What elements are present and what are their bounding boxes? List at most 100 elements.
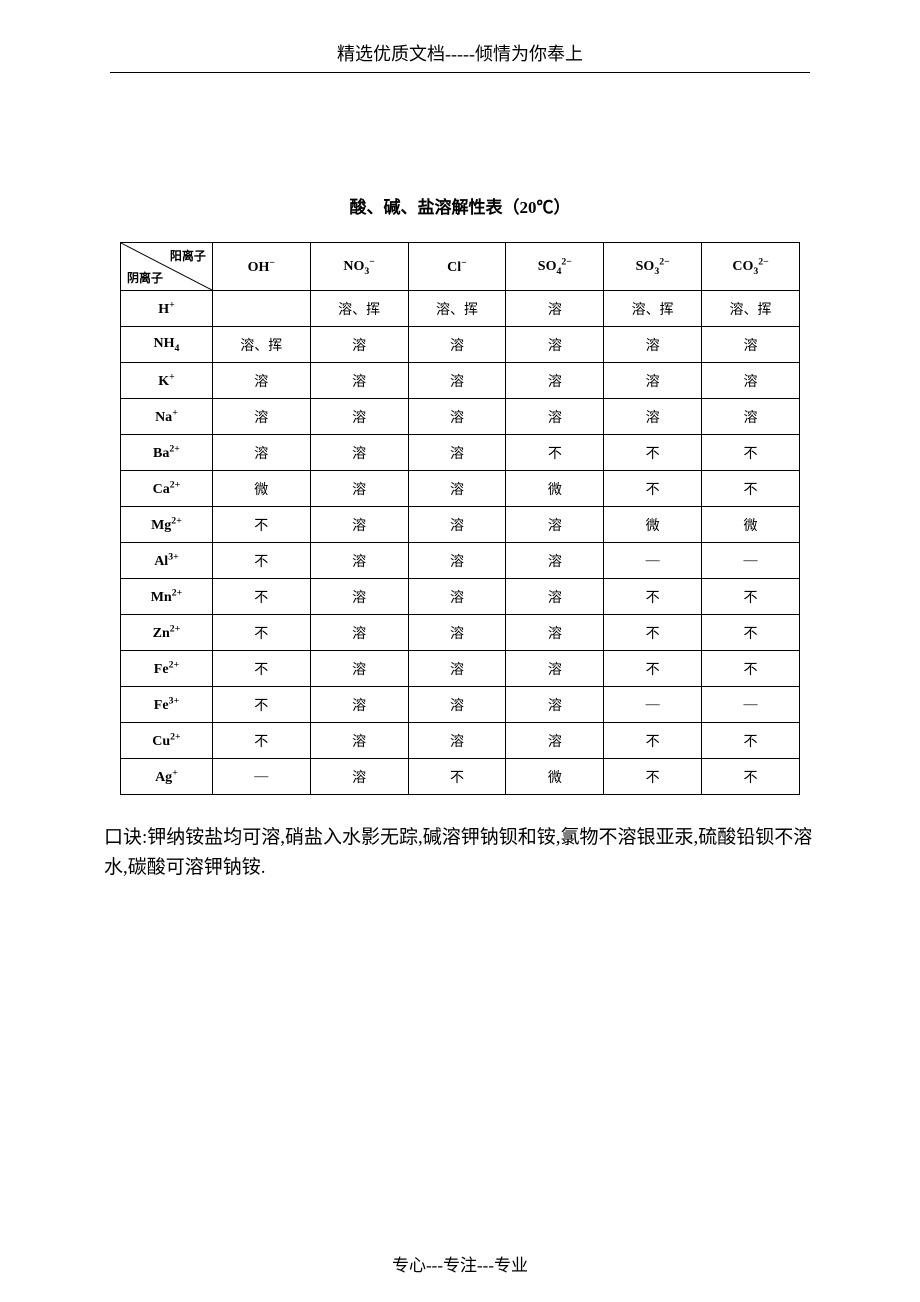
solubility-cell: 不 (408, 759, 506, 795)
solubility-cell: 不 (702, 579, 800, 615)
solubility-cell: 溶 (310, 579, 408, 615)
cation-formula: Ag+ (155, 770, 178, 785)
column-header: SO32− (604, 243, 702, 291)
solubility-cell: 溶 (506, 327, 604, 363)
row-header: Cu2+ (121, 723, 213, 759)
solubility-cell: 不 (702, 435, 800, 471)
table-row: Al3+不溶溶溶—— (121, 543, 800, 579)
solubility-cell: 溶 (408, 543, 506, 579)
solubility-cell: 溶 (310, 507, 408, 543)
header-row: 阳离子 阴离子 OH−NO3−Cl−SO42−SO32−CO32− (121, 243, 800, 291)
solubility-cell: 溶 (408, 507, 506, 543)
solubility-cell: 溶 (310, 651, 408, 687)
corner-bottom-label: 阴离子 (127, 269, 163, 286)
table-row: Mn2+不溶溶溶不不 (121, 579, 800, 615)
cation-formula: H+ (158, 302, 174, 317)
cation-formula: Fe3+ (154, 698, 179, 713)
solubility-cell: 不 (604, 579, 702, 615)
solubility-cell: — (604, 543, 702, 579)
cation-formula: Mg2+ (151, 518, 182, 533)
row-header: Mn2+ (121, 579, 213, 615)
solubility-cell: 不 (604, 759, 702, 795)
cation-formula: Mn2+ (151, 590, 182, 605)
solubility-cell: 溶 (408, 363, 506, 399)
solubility-cell: 溶 (506, 507, 604, 543)
document-header: 精选优质文档-----倾情为你奉上 (110, 40, 810, 73)
solubility-cell: 微 (506, 759, 604, 795)
table-row: Ba2+溶溶溶不不不 (121, 435, 800, 471)
solubility-cell: 溶 (212, 363, 310, 399)
table-head: 阳离子 阴离子 OH−NO3−Cl−SO42−SO32−CO32− (121, 243, 800, 291)
cation-formula: Na+ (155, 410, 178, 425)
column-header: Cl− (408, 243, 506, 291)
solubility-cell: 不 (604, 615, 702, 651)
row-header: Ca2+ (121, 471, 213, 507)
solubility-cell: 溶 (408, 579, 506, 615)
solubility-cell: 溶 (702, 399, 800, 435)
cation-formula: Zn2+ (153, 626, 181, 641)
mnemonic-text: 口诀:钾纳铵盐均可溶,硝盐入水影无踪,碱溶钾钠钡和铵,氯物不溶银亚汞,硫酸铅钡不… (100, 823, 820, 884)
solubility-cell: 不 (212, 687, 310, 723)
solubility-cell: 微 (506, 471, 604, 507)
cation-formula: Fe2+ (154, 662, 179, 677)
row-header: Al3+ (121, 543, 213, 579)
solubility-cell: 溶 (408, 723, 506, 759)
solubility-cell: 溶 (310, 723, 408, 759)
row-header: K+ (121, 363, 213, 399)
solubility-cell: 不 (604, 471, 702, 507)
solubility-cell: 溶 (408, 651, 506, 687)
anion-formula: SO32− (636, 259, 670, 274)
row-header: Fe2+ (121, 651, 213, 687)
table-row: Mg2+不溶溶溶微微 (121, 507, 800, 543)
anion-formula: OH− (248, 260, 275, 275)
column-header: CO32− (702, 243, 800, 291)
solubility-cell: 溶 (408, 615, 506, 651)
solubility-cell: 溶 (408, 471, 506, 507)
row-header: NH4 (121, 327, 213, 363)
solubility-cell: 溶 (702, 363, 800, 399)
solubility-cell: 不 (702, 759, 800, 795)
solubility-cell: 溶 (506, 363, 604, 399)
corner-top-label: 阳离子 (170, 247, 206, 264)
solubility-cell: 溶 (408, 687, 506, 723)
solubility-cell: 溶 (604, 363, 702, 399)
table-row: Ag+—溶不微不不 (121, 759, 800, 795)
row-header: Na+ (121, 399, 213, 435)
solubility-cell: 不 (702, 723, 800, 759)
solubility-cell: 溶 (310, 471, 408, 507)
solubility-cell: 不 (212, 507, 310, 543)
row-header: Ag+ (121, 759, 213, 795)
cation-formula: Ba2+ (153, 446, 180, 461)
solubility-cell: 溶 (310, 327, 408, 363)
solubility-cell: 不 (212, 543, 310, 579)
anion-formula: NO3− (343, 259, 375, 274)
solubility-cell: 溶 (408, 399, 506, 435)
row-header: Mg2+ (121, 507, 213, 543)
solubility-cell: 溶、挥 (702, 291, 800, 327)
table-row: Fe2+不溶溶溶不不 (121, 651, 800, 687)
solubility-cell: 溶 (506, 543, 604, 579)
table-title: 酸、碱、盐溶解性表（20℃） (100, 193, 820, 218)
cation-formula: Ca2+ (153, 482, 181, 497)
table-row: K+溶溶溶溶溶溶 (121, 363, 800, 399)
table-row: Ca2+微溶溶微不不 (121, 471, 800, 507)
solubility-cell: 微 (604, 507, 702, 543)
page: 精选优质文档-----倾情为你奉上 酸、碱、盐溶解性表（20℃） 阳离子 阴离子… (0, 0, 920, 1302)
solubility-cell: — (702, 687, 800, 723)
cation-formula: K+ (158, 374, 174, 389)
solubility-cell: 溶 (310, 363, 408, 399)
solubility-cell: — (604, 687, 702, 723)
solubility-cell: 不 (212, 723, 310, 759)
solubility-cell: 溶 (310, 543, 408, 579)
anion-formula: CO32− (732, 259, 768, 274)
cation-formula: Cu2+ (152, 734, 180, 749)
solubility-cell: 不 (212, 579, 310, 615)
solubility-cell: 不 (702, 615, 800, 651)
table-body: H+溶、挥溶、挥溶溶、挥溶、挥NH4溶、挥溶溶溶溶溶K+溶溶溶溶溶溶Na+溶溶溶… (121, 291, 800, 795)
row-header: Ba2+ (121, 435, 213, 471)
solubility-cell: 溶 (506, 687, 604, 723)
solubility-cell: 溶、挥 (212, 327, 310, 363)
table-row: Fe3+不溶溶溶—— (121, 687, 800, 723)
solubility-cell: 溶 (310, 615, 408, 651)
solubility-cell: 溶 (604, 399, 702, 435)
